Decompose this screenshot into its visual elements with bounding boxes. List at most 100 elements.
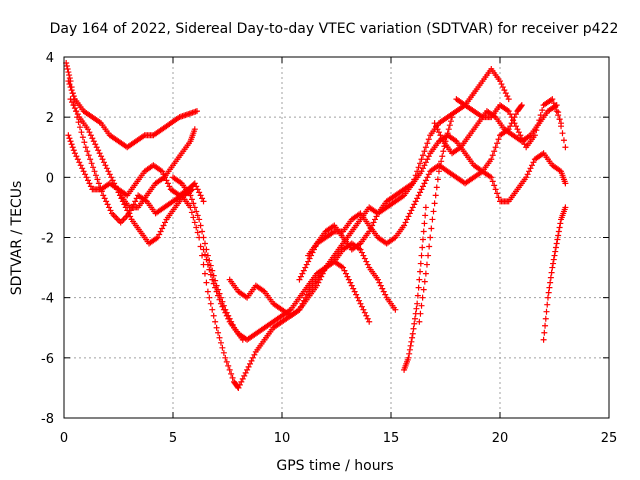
data-point (407, 342, 414, 349)
data-point (87, 132, 94, 139)
data-point (100, 159, 107, 166)
data-point (102, 162, 109, 169)
data-point (209, 267, 216, 274)
y-tick-label: 2 (46, 111, 54, 126)
data-point (82, 171, 89, 178)
data-point (85, 152, 92, 159)
data-point (549, 264, 556, 271)
data-point (156, 231, 163, 238)
data-point (552, 244, 559, 251)
data-point (409, 334, 416, 341)
data-point (512, 123, 519, 130)
data-point (303, 291, 310, 298)
data-point (419, 165, 426, 172)
data-point (69, 144, 76, 151)
data-point (421, 148, 428, 155)
data-point (434, 126, 441, 133)
data-point (364, 315, 371, 322)
data-point (296, 276, 303, 283)
data-point (377, 282, 384, 289)
data-point (357, 300, 364, 307)
data-point (550, 256, 557, 263)
data-point (194, 212, 201, 219)
data-point (76, 159, 83, 166)
data-point (511, 120, 518, 127)
data-point (93, 144, 100, 151)
data-point (555, 232, 562, 239)
data-point (94, 176, 101, 183)
data-point (420, 286, 427, 293)
data-point (66, 75, 73, 82)
data-point (91, 168, 98, 175)
data-point (216, 290, 223, 297)
data-point (562, 180, 569, 187)
data-point (405, 213, 412, 220)
data-point (86, 180, 93, 187)
data-point (125, 210, 132, 217)
data-point (435, 129, 442, 136)
data-point (300, 267, 307, 274)
data-point (78, 129, 85, 136)
series-arc-6 (200, 246, 373, 343)
data-point (498, 81, 505, 88)
data-point (194, 229, 201, 236)
data-point (548, 269, 555, 276)
data-point (409, 204, 416, 211)
data-point (372, 216, 379, 223)
data-point (551, 252, 558, 259)
data-point (353, 291, 360, 298)
data-point (100, 192, 107, 199)
data-point (438, 135, 445, 142)
data-point (376, 279, 383, 286)
data-point (204, 252, 211, 259)
data-point (302, 294, 309, 301)
data-point (544, 301, 551, 308)
data-point (92, 172, 99, 179)
data-point (154, 234, 161, 241)
data-point (414, 195, 421, 202)
data-point (542, 322, 549, 329)
data-point (297, 303, 304, 310)
data-point (107, 207, 114, 214)
y-tick-label: 0 (46, 171, 54, 186)
data-point (187, 192, 194, 199)
data-point (418, 168, 425, 175)
data-point (163, 177, 170, 184)
data-point (422, 177, 429, 184)
data-point (418, 252, 425, 259)
data-point (300, 297, 307, 304)
data-point (422, 270, 429, 277)
data-point (79, 165, 86, 172)
data-point (405, 354, 412, 361)
data-point (418, 186, 425, 193)
data-point (193, 108, 200, 115)
data-point (193, 208, 200, 215)
data-point (87, 156, 94, 163)
x-tick-label: 20 (492, 431, 509, 446)
data-point (299, 270, 306, 277)
data-point (217, 294, 224, 301)
data-point (518, 135, 525, 142)
data-point (420, 228, 427, 235)
data-point (199, 252, 206, 259)
data-point (539, 107, 546, 114)
data-point (106, 171, 113, 178)
data-point (342, 270, 349, 277)
data-point (73, 153, 80, 160)
data-point (65, 78, 72, 85)
data-point (442, 138, 449, 145)
data-point (193, 183, 200, 190)
data-point (526, 168, 533, 175)
series-arc-3 (65, 78, 200, 151)
data-point (556, 224, 563, 231)
data-point (79, 134, 86, 141)
data-point (191, 126, 198, 133)
data-point (196, 189, 203, 196)
data-point (408, 207, 415, 214)
data-point (206, 294, 213, 301)
data-point (382, 291, 389, 298)
data-point (495, 194, 502, 201)
data-point (379, 285, 386, 292)
data-point (242, 369, 249, 376)
